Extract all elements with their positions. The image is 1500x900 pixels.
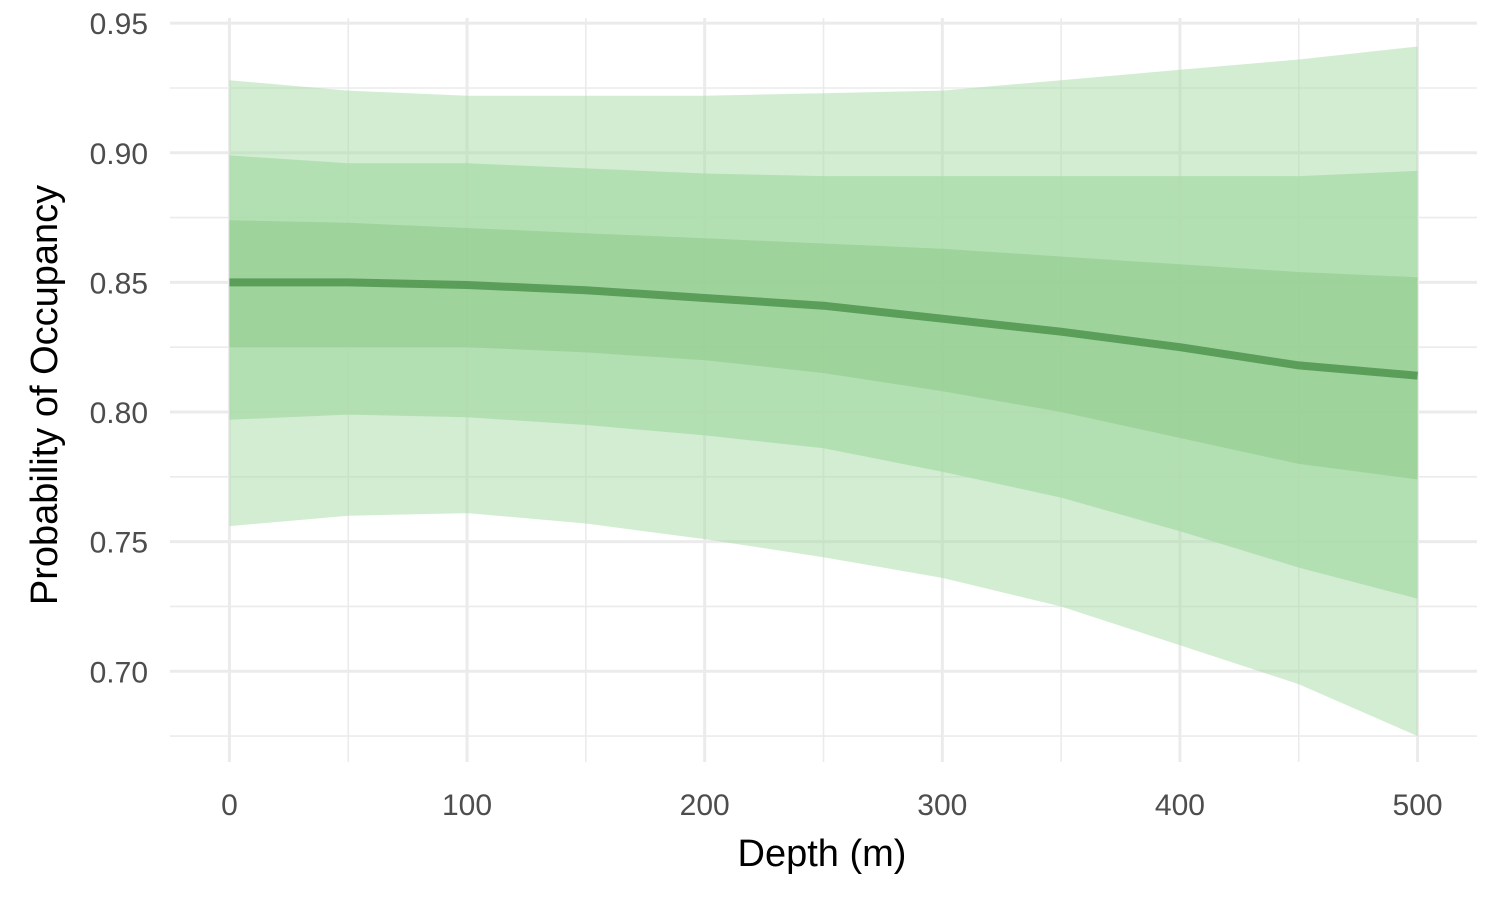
y-tick-label: 0.90 [90, 138, 148, 171]
y-tick-label: 0.70 [90, 656, 148, 689]
x-tick-label: 500 [1393, 789, 1443, 822]
x-tick-label: 300 [917, 789, 967, 822]
y-tick-label: 0.95 [90, 8, 148, 41]
y-axis-tick-labels: 0.70 0.75 0.80 0.85 0.90 0.95 [90, 8, 148, 689]
y-tick-label: 0.75 [90, 527, 148, 560]
x-axis-title: Depth (m) [738, 833, 907, 875]
median-line-layer [229, 278, 1418, 380]
x-tick-label: 100 [442, 789, 492, 822]
y-axis-title: Probability of Occupancy [24, 185, 66, 605]
x-tick-label: 200 [680, 789, 730, 822]
x-axis-tick-labels: 0 100 200 300 400 500 [221, 789, 1443, 822]
x-tick-label: 0 [221, 789, 238, 822]
y-tick-label: 0.80 [90, 397, 148, 430]
y-tick-label: 0.85 [90, 267, 148, 300]
x-tick-label: 400 [1155, 789, 1205, 822]
median-line [229, 278, 1418, 380]
